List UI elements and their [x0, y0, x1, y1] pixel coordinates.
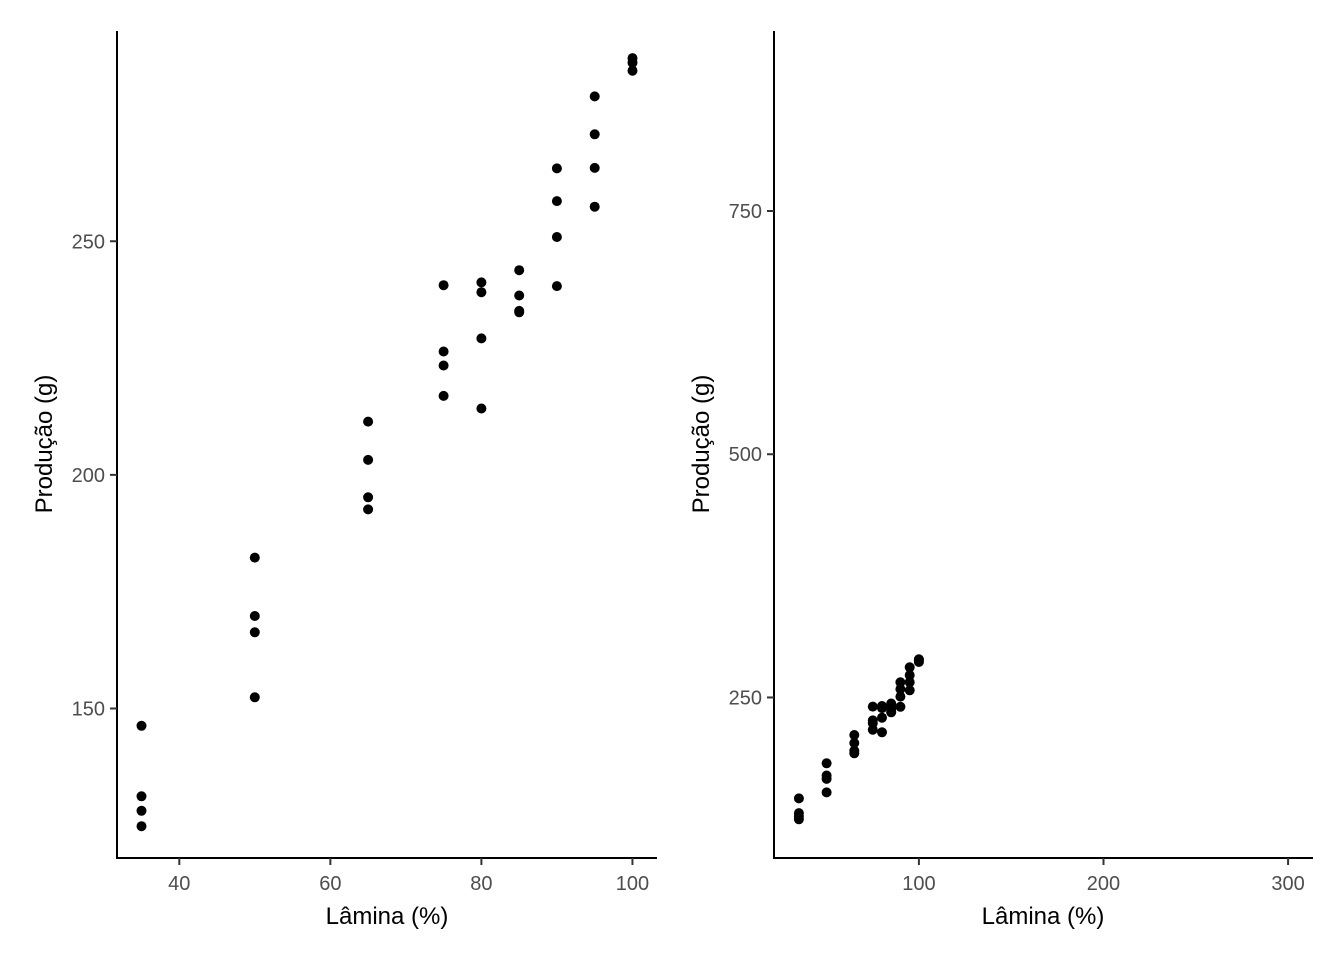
left-data-point: [514, 265, 525, 276]
left-y-tick-label: 250: [72, 231, 105, 253]
right-y-tick-label: 750: [729, 201, 762, 223]
left-data-point: [476, 403, 487, 414]
left-data-point: [438, 390, 449, 401]
left-data-point: [551, 163, 562, 174]
left-data-point: [514, 290, 525, 301]
left-y-tick-label: 150: [72, 698, 105, 720]
right-x-tick-label: 100: [902, 873, 935, 895]
right-y-tick-label: 250: [729, 687, 762, 709]
left-data-point: [551, 196, 562, 207]
left-data-point: [136, 720, 147, 731]
left-x-tick-label: 60: [319, 873, 341, 895]
right-data-point: [904, 662, 915, 673]
left-x-ticks: 40 60 80 100: [168, 858, 649, 895]
right-data-point: [877, 712, 887, 723]
left-data-point: [363, 492, 374, 503]
left-y-axis-title: Produção (g): [31, 375, 58, 514]
right-points-layer: [793, 654, 924, 825]
left-data-point: [438, 280, 449, 291]
right-data-point: [821, 773, 832, 784]
left-data-point: [589, 201, 600, 212]
right-data-point: [867, 701, 878, 712]
right-y-axis-title: Produção (g): [688, 375, 715, 514]
right-data-point: [877, 727, 887, 738]
left-data-point: [363, 416, 374, 427]
left-data-point: [627, 65, 638, 76]
left-x-tick-label: 100: [616, 873, 649, 895]
right-data-point: [867, 724, 878, 735]
left-data-point: [514, 307, 525, 318]
left-data-point: [136, 821, 147, 832]
right-scatter-panel: 100 200 300 250 500 750 Lâmina (%) Produção …: [688, 31, 1313, 930]
left-data-point: [136, 805, 147, 816]
left-points-layer: [136, 53, 638, 832]
left-data-point: [476, 277, 487, 288]
right-data-point: [904, 677, 915, 688]
left-scatter-panel: 40 60 80 100 150 200 250 Lâmina (%) Produção …: [31, 31, 657, 930]
right-data-point: [904, 670, 915, 681]
right-data-point: [895, 691, 906, 702]
left-y-tick-label: 200: [72, 465, 105, 487]
left-x-tick-label: 40: [168, 873, 190, 895]
right-x-tick-label: 200: [1087, 873, 1120, 895]
left-data-point: [438, 346, 449, 357]
right-data-point: [821, 758, 832, 769]
left-data-point: [551, 232, 562, 242]
right-data-point: [849, 748, 860, 759]
left-data-point: [249, 611, 260, 621]
left-data-point: [589, 129, 600, 140]
left-data-point: [476, 333, 487, 344]
left-data-point: [589, 162, 600, 173]
right-x-ticks: 100 200 300: [902, 858, 1305, 895]
left-x-tick-label: 80: [470, 873, 492, 895]
right-data-point: [877, 703, 887, 714]
left-data-point: [438, 360, 449, 371]
right-x-axis-title: Lâmina (%): [982, 903, 1105, 930]
right-data-point: [793, 814, 804, 825]
left-data-point: [589, 91, 600, 102]
right-data-point: [849, 730, 860, 740]
left-y-ticks: 150 200 250: [72, 231, 117, 720]
left-data-point: [627, 57, 638, 68]
left-data-point: [136, 791, 147, 802]
left-data-point: [551, 281, 562, 292]
left-data-point: [363, 504, 374, 515]
left-data-point: [249, 552, 260, 563]
left-data-point: [249, 692, 260, 703]
right-data-point: [793, 793, 804, 804]
right-data-point: [895, 701, 906, 712]
right-x-tick-label: 300: [1271, 873, 1304, 895]
right-data-point: [904, 685, 915, 696]
right-data-point: [849, 738, 860, 748]
left-data-point: [363, 454, 374, 465]
left-x-axis-title: Lâmina (%): [326, 903, 449, 930]
right-y-ticks: 250 500 750: [729, 201, 774, 709]
right-data-point: [895, 684, 906, 695]
right-y-tick-label: 500: [729, 444, 762, 466]
left-data-point: [476, 287, 487, 298]
right-data-point: [913, 657, 924, 667]
right-data-point: [886, 707, 897, 718]
left-data-point: [249, 627, 260, 638]
right-data-point: [821, 787, 832, 798]
